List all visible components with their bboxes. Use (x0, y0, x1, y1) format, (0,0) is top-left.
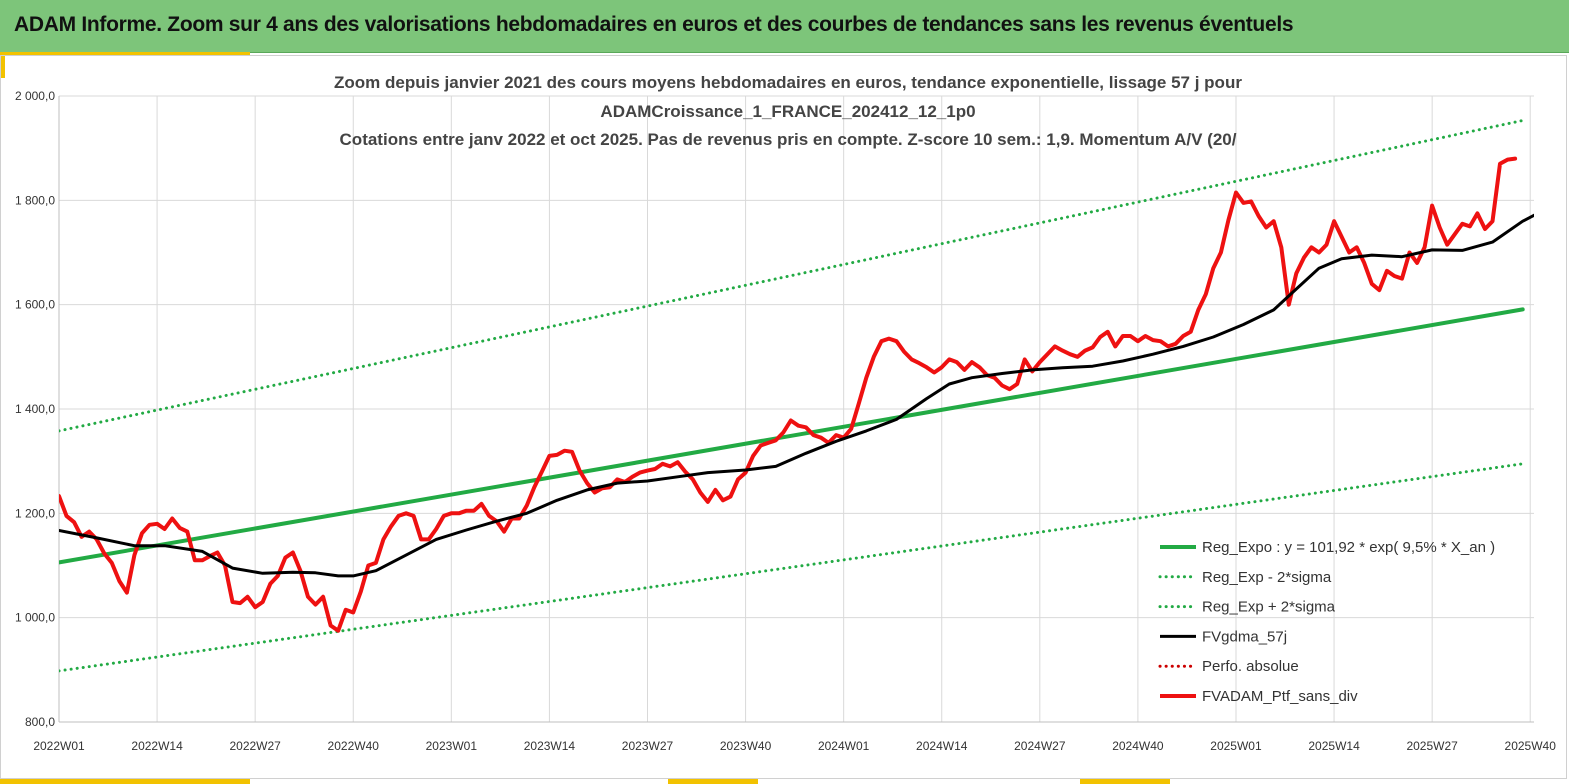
x-tick-label: 2022W27 (229, 739, 281, 753)
series-line-reg-expo-y-101-92-exp-9-5-x-an (59, 307, 1525, 565)
x-tick-label: 2025W01 (1210, 739, 1262, 753)
series-line-fvgdma-57j (59, 213, 1534, 578)
series-line-fvadam-ptf-sans-div (59, 156, 1518, 633)
series-line-reg-exp-2-sigma (59, 462, 1525, 673)
x-tick-label: 2023W14 (524, 739, 576, 753)
report-title: ADAM Informe. Zoom sur 4 ans des valoris… (14, 13, 1294, 36)
x-tick-label: 2025W27 (1406, 739, 1458, 753)
y-tick-label: 800,0 (25, 715, 55, 729)
chart-title-line-1: Zoom depuis janvier 2021 des cours moyen… (334, 73, 1242, 92)
x-tick-label: 2022W40 (328, 739, 380, 753)
legend: Reg_Expo : y = 101,92 * exp( 9,5% * X_an… (1158, 539, 1495, 705)
x-tick-label: 2024W14 (916, 739, 968, 753)
y-tick-label: 1 600,0 (15, 298, 55, 312)
accent-bar-top (5, 52, 250, 55)
x-tick-label: 2022W14 (131, 739, 183, 753)
legend-label-fvgdma-57j: FVgdma_57j (1202, 628, 1287, 645)
y-tick-label: 1 400,0 (15, 402, 55, 416)
accent-bar-bottom-left (0, 779, 250, 784)
axis-layer: 800,0 1 000,0 1 200,0 1 400,0 1 600,0 1 800,0… (15, 89, 1556, 753)
x-tick-label: 2023W40 (720, 739, 772, 753)
series-line-reg-exp-2-sigma (59, 119, 1525, 433)
report-banner: ADAM Informe. Zoom sur 4 ans des valoris… (0, 0, 1569, 53)
x-tick-label: 2023W27 (622, 739, 674, 753)
x-tick-label: 2022W01 (33, 739, 85, 753)
legend-label-reg-expo-y-101-92-exp-9-5-x-an: Reg_Expo : y = 101,92 * exp( 9,5% * X_an… (1202, 539, 1495, 556)
accent-bar-left (0, 52, 5, 78)
legend-label-reg-exp-2-sigma: Reg_Exp - 2*sigma (1202, 569, 1332, 586)
y-tick-label: 2 000,0 (15, 89, 55, 103)
legend-label-perfo-absolue: Perfo. absolue (1202, 658, 1299, 675)
x-tick-label: 2024W01 (818, 739, 870, 753)
x-tick-label: 2025W40 (1505, 739, 1557, 753)
chart-title: Zoom depuis janvier 2021 des cours moyen… (334, 73, 1242, 149)
accent-bar-bottom-right (1080, 779, 1170, 784)
chart-title-line-3: Cotations entre janv 2022 et oct 2025. P… (340, 130, 1237, 149)
x-tick-label: 2024W27 (1014, 739, 1066, 753)
y-tick-label: 1 000,0 (15, 611, 55, 625)
grid-layer (58, 95, 1534, 723)
legend-label-reg-exp-2-sigma: Reg_Exp + 2*sigma (1202, 599, 1336, 616)
y-tick-label: 1 800,0 (15, 193, 55, 207)
legend-label-fvadam-ptf-sans-div: FVADAM_Ptf_sans_div (1202, 688, 1358, 705)
y-tick-label: 1 200,0 (15, 506, 55, 520)
x-tick-label: 2024W40 (1112, 739, 1164, 753)
accent-bar-bottom-mid (668, 779, 758, 784)
x-tick-label: 2025W14 (1308, 739, 1360, 753)
x-tick-label: 2023W01 (426, 739, 478, 753)
chart-frame (0, 55, 1567, 779)
chart-title-line-2: ADAMCroissance_1_FRANCE_202412_12_1p0 (600, 102, 975, 121)
series-layer (59, 119, 1534, 673)
